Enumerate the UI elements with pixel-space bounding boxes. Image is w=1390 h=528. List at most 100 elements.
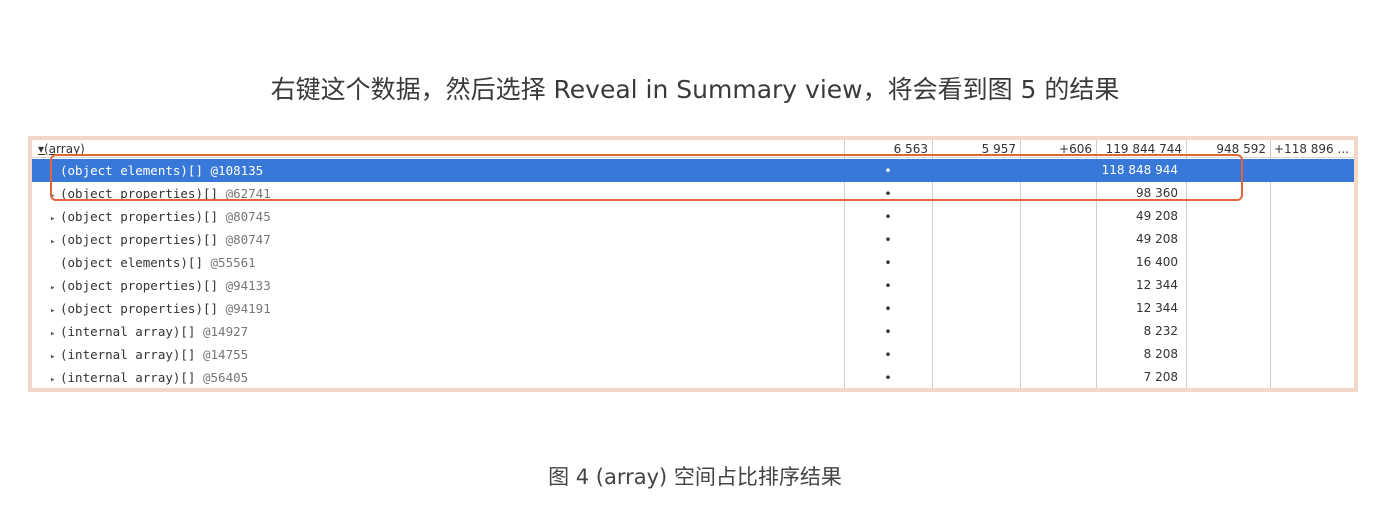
object-id: @80747	[225, 232, 271, 247]
empty-cell	[1186, 366, 1270, 388]
retained-size-cell: 8 232	[1143, 324, 1178, 338]
object-id: @14927	[203, 324, 249, 339]
object-id: @14755	[203, 347, 249, 362]
retained-size-cell: 118 848 944	[1101, 163, 1178, 177]
table-row-parent[interactable]: ▾(array) 6 563 5 957 +606 119 844 744 94…	[32, 140, 1354, 158]
table-row[interactable]: ▸ (internal array)[] @56405 • 7 208	[32, 366, 1354, 388]
object-id: @62741	[225, 186, 271, 201]
expand-triangle-icon[interactable]: ▸	[50, 306, 56, 316]
retained-size-cell: 12 344	[1136, 278, 1178, 292]
row-name: ▸ (object properties)[] @80747	[32, 228, 844, 251]
expand-triangle-icon[interactable]: ▸	[50, 214, 56, 224]
row-label: (internal array)[]	[60, 347, 196, 362]
column-separator	[1270, 140, 1271, 388]
object-id: @94191	[225, 301, 271, 316]
empty-cell	[932, 251, 1020, 274]
row-name: ▸ (internal array)[] @14927	[32, 320, 844, 343]
object-id: @108135	[210, 163, 264, 178]
object-id: @94133	[225, 278, 271, 293]
distance-dot: •	[884, 301, 892, 316]
empty-cell	[1186, 320, 1270, 343]
expand-triangle-icon[interactable]: ▸	[50, 283, 56, 293]
row-label: (object properties)[]	[60, 301, 219, 316]
empty-cell	[1020, 366, 1096, 388]
empty-cell	[1020, 274, 1096, 297]
empty-cell	[1270, 320, 1354, 343]
expand-triangle-icon[interactable]: ▸	[50, 191, 56, 201]
empty-cell	[1186, 159, 1270, 182]
empty-cell	[932, 228, 1020, 251]
retained-size-cell: 16 400	[1136, 255, 1178, 269]
empty-cell	[1020, 343, 1096, 366]
size-delta-cell: +118 896 ...	[1274, 142, 1349, 156]
empty-cell	[932, 343, 1020, 366]
distance-dot: •	[884, 255, 892, 270]
column-separator	[844, 140, 845, 388]
row-name: ▸ (object properties)[] @94133	[32, 274, 844, 297]
table-row[interactable]: ▸ (internal array)[] @14755 • 8 208	[32, 343, 1354, 366]
table-row-selected[interactable]: (object elements)[] @108135 • 118 848 944	[32, 159, 1354, 182]
table-row[interactable]: (object elements)[] @55561 • 16 400	[32, 251, 1354, 274]
empty-cell	[1270, 297, 1354, 320]
heap-snapshot-panel: ▾(array) 6 563 5 957 +606 119 844 744 94…	[28, 136, 1358, 392]
expand-triangle-icon[interactable]: ▸	[50, 237, 56, 247]
distance-dot: •	[884, 232, 892, 247]
object-id: @56405	[203, 370, 249, 385]
expand-triangle-icon[interactable]: ▸	[50, 352, 56, 362]
empty-cell	[1270, 274, 1354, 297]
empty-cell	[932, 205, 1020, 228]
row-label: (object properties)[]	[60, 209, 219, 224]
retained-size-cell: 49 208	[1136, 209, 1178, 223]
empty-cell	[932, 274, 1020, 297]
table-row[interactable]: ▸ (object properties)[] @80747 • 49 208	[32, 228, 1354, 251]
empty-cell	[1020, 182, 1096, 205]
table-row[interactable]: ▸ (object properties)[] @94133 • 12 344	[32, 274, 1354, 297]
empty-cell	[1270, 343, 1354, 366]
table-row[interactable]: ▸ (internal array)[] @14927 • 8 232	[32, 320, 1354, 343]
table-row[interactable]: ▸ (object properties)[] @80745 • 49 208	[32, 205, 1354, 228]
object-id: @55561	[210, 255, 256, 270]
distance-dot: •	[884, 370, 892, 385]
empty-cell	[932, 320, 1020, 343]
retained-size-cell: 98 360	[1136, 186, 1178, 200]
empty-cell	[1020, 320, 1096, 343]
size-cell: 119 844 744	[1105, 142, 1182, 156]
table-row[interactable]: ▸ (object properties)[] @62741 • 98 360	[32, 182, 1354, 205]
empty-cell	[1020, 205, 1096, 228]
column-separator	[1020, 140, 1021, 388]
headline-text: 右键这个数据，然后选择 Reveal in Summary view，将会看到图…	[270, 75, 1120, 104]
distance-dot: •	[884, 347, 892, 362]
empty-cell	[1186, 182, 1270, 205]
empty-cell	[1270, 182, 1354, 205]
distance-dot: •	[884, 186, 892, 201]
row-name: (object elements)[] @55561	[32, 251, 844, 274]
empty-cell	[1186, 251, 1270, 274]
expand-triangle-icon[interactable]: ▸	[50, 375, 56, 385]
empty-cell	[1020, 297, 1096, 320]
row-name: (object elements)[] @108135	[32, 159, 844, 182]
empty-cell	[1270, 205, 1354, 228]
row-label: (internal array)[]	[60, 370, 196, 385]
table-row[interactable]: ▸ (object properties)[] @94191 • 12 344	[32, 297, 1354, 320]
figure-caption: 图 4 (array) 空间占比排序结果	[548, 465, 842, 489]
count-cell: 6 563	[893, 142, 928, 156]
retained-size-cell: 12 344	[1136, 301, 1178, 315]
empty-cell	[1020, 159, 1096, 182]
empty-cell	[932, 366, 1020, 388]
row-name: ▸ (internal array)[] @14755	[32, 343, 844, 366]
empty-cell	[1270, 251, 1354, 274]
retained-size-cell: 7 208	[1143, 370, 1178, 384]
row-name: ▸ (object properties)[] @94191	[32, 297, 844, 320]
empty-cell	[1270, 159, 1354, 182]
empty-cell	[932, 182, 1020, 205]
row-label: (internal array)[]	[60, 324, 196, 339]
delta-cell: +606	[1059, 142, 1092, 156]
retained-size-cell: 49 208	[1136, 232, 1178, 246]
column-separator	[1186, 140, 1187, 388]
row-name: ▸ (object properties)[] @62741	[32, 182, 844, 205]
column-separator	[932, 140, 933, 388]
retainers-table: ▾(array) 6 563 5 957 +606 119 844 744 94…	[32, 140, 1354, 388]
row-label: (object elements)[]	[60, 255, 203, 270]
expand-triangle-icon[interactable]: ▸	[50, 329, 56, 339]
distance-dot: •	[884, 209, 892, 224]
